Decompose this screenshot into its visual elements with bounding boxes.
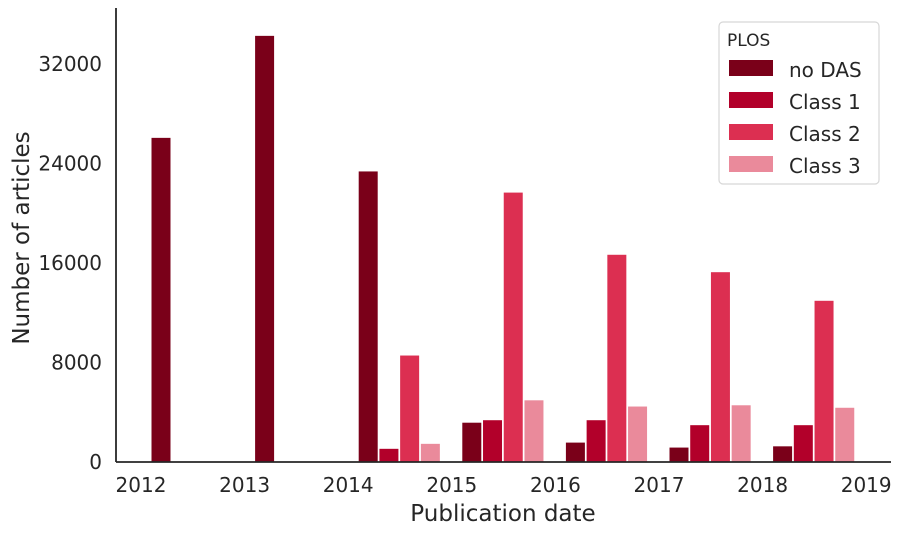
bar-class-3-2017 — [730, 404, 752, 463]
bar-no-das-2017 — [668, 446, 690, 463]
legend-label-class-1: Class 1 — [789, 90, 861, 114]
bar-class-3-2016 — [627, 405, 649, 463]
x-tick-label: 2016 — [530, 473, 581, 497]
bar-class-2-2017 — [709, 271, 731, 463]
bar-class-3-2014 — [419, 442, 441, 463]
y-tick-label: 24000 — [38, 151, 102, 175]
legend-swatch-class-2 — [729, 124, 773, 140]
y-tick-label: 32000 — [38, 52, 102, 76]
bar-class-1-2016 — [585, 419, 607, 463]
bar-class-2-2018 — [813, 299, 835, 463]
bar-class-2-2015 — [502, 191, 524, 463]
bar-class-2-2016 — [606, 253, 628, 463]
y-ticks-layer: 0 8000 16000 24000 32000 — [38, 52, 102, 474]
y-tick-label: 16000 — [38, 251, 102, 275]
x-axis-label: Publication date — [410, 501, 595, 527]
bar-class-1-2015 — [482, 419, 504, 463]
legend-label-no-das: no DAS — [789, 58, 862, 82]
legend-title: PLOS — [727, 31, 770, 51]
bar-class-3-2018 — [834, 406, 856, 463]
legend-swatch-no-das — [729, 60, 773, 76]
bar-no-das-2016 — [564, 441, 586, 463]
bar-no-das-2013 — [254, 34, 276, 463]
legend-swatch-class-1 — [729, 92, 773, 108]
bar-class-1-2017 — [689, 424, 711, 463]
bar-class-1-2018 — [792, 424, 814, 463]
bar-class-1-2014 — [378, 447, 400, 463]
legend-items: no DAS Class 1 Class 2 Class 3 — [729, 58, 862, 178]
legend: PLOS no DAS Class 1 Class 2 Class 3 — [718, 21, 880, 185]
legend-label-class-2: Class 2 — [789, 122, 861, 146]
bar-no-das-2015 — [461, 421, 483, 463]
y-tick-label: 8000 — [51, 350, 102, 374]
legend-swatch-class-3 — [729, 156, 773, 172]
x-ticks-layer: 2012 2013 2014 2015 2016 2017 2018 2019 — [116, 473, 892, 497]
bar-no-das-2014 — [357, 170, 379, 463]
bar-class-3-2015 — [523, 399, 545, 463]
x-tick-label: 2017 — [634, 473, 685, 497]
x-tick-label: 2015 — [426, 473, 477, 497]
x-tick-label: 2018 — [737, 473, 788, 497]
x-tick-label: 2013 — [219, 473, 270, 497]
bar-no-das-2012 — [150, 136, 172, 463]
x-tick-label: 2019 — [841, 473, 892, 497]
x-tick-label: 2014 — [323, 473, 374, 497]
x-tick-label: 2012 — [116, 473, 167, 497]
y-tick-label: 0 — [89, 450, 102, 474]
bar-class-2-2014 — [399, 354, 421, 463]
bar-no-das-2018 — [772, 445, 794, 463]
legend-label-class-3: Class 3 — [789, 154, 861, 178]
y-axis-label: Number of articles — [9, 131, 35, 344]
axes-layer — [115, 8, 891, 463]
